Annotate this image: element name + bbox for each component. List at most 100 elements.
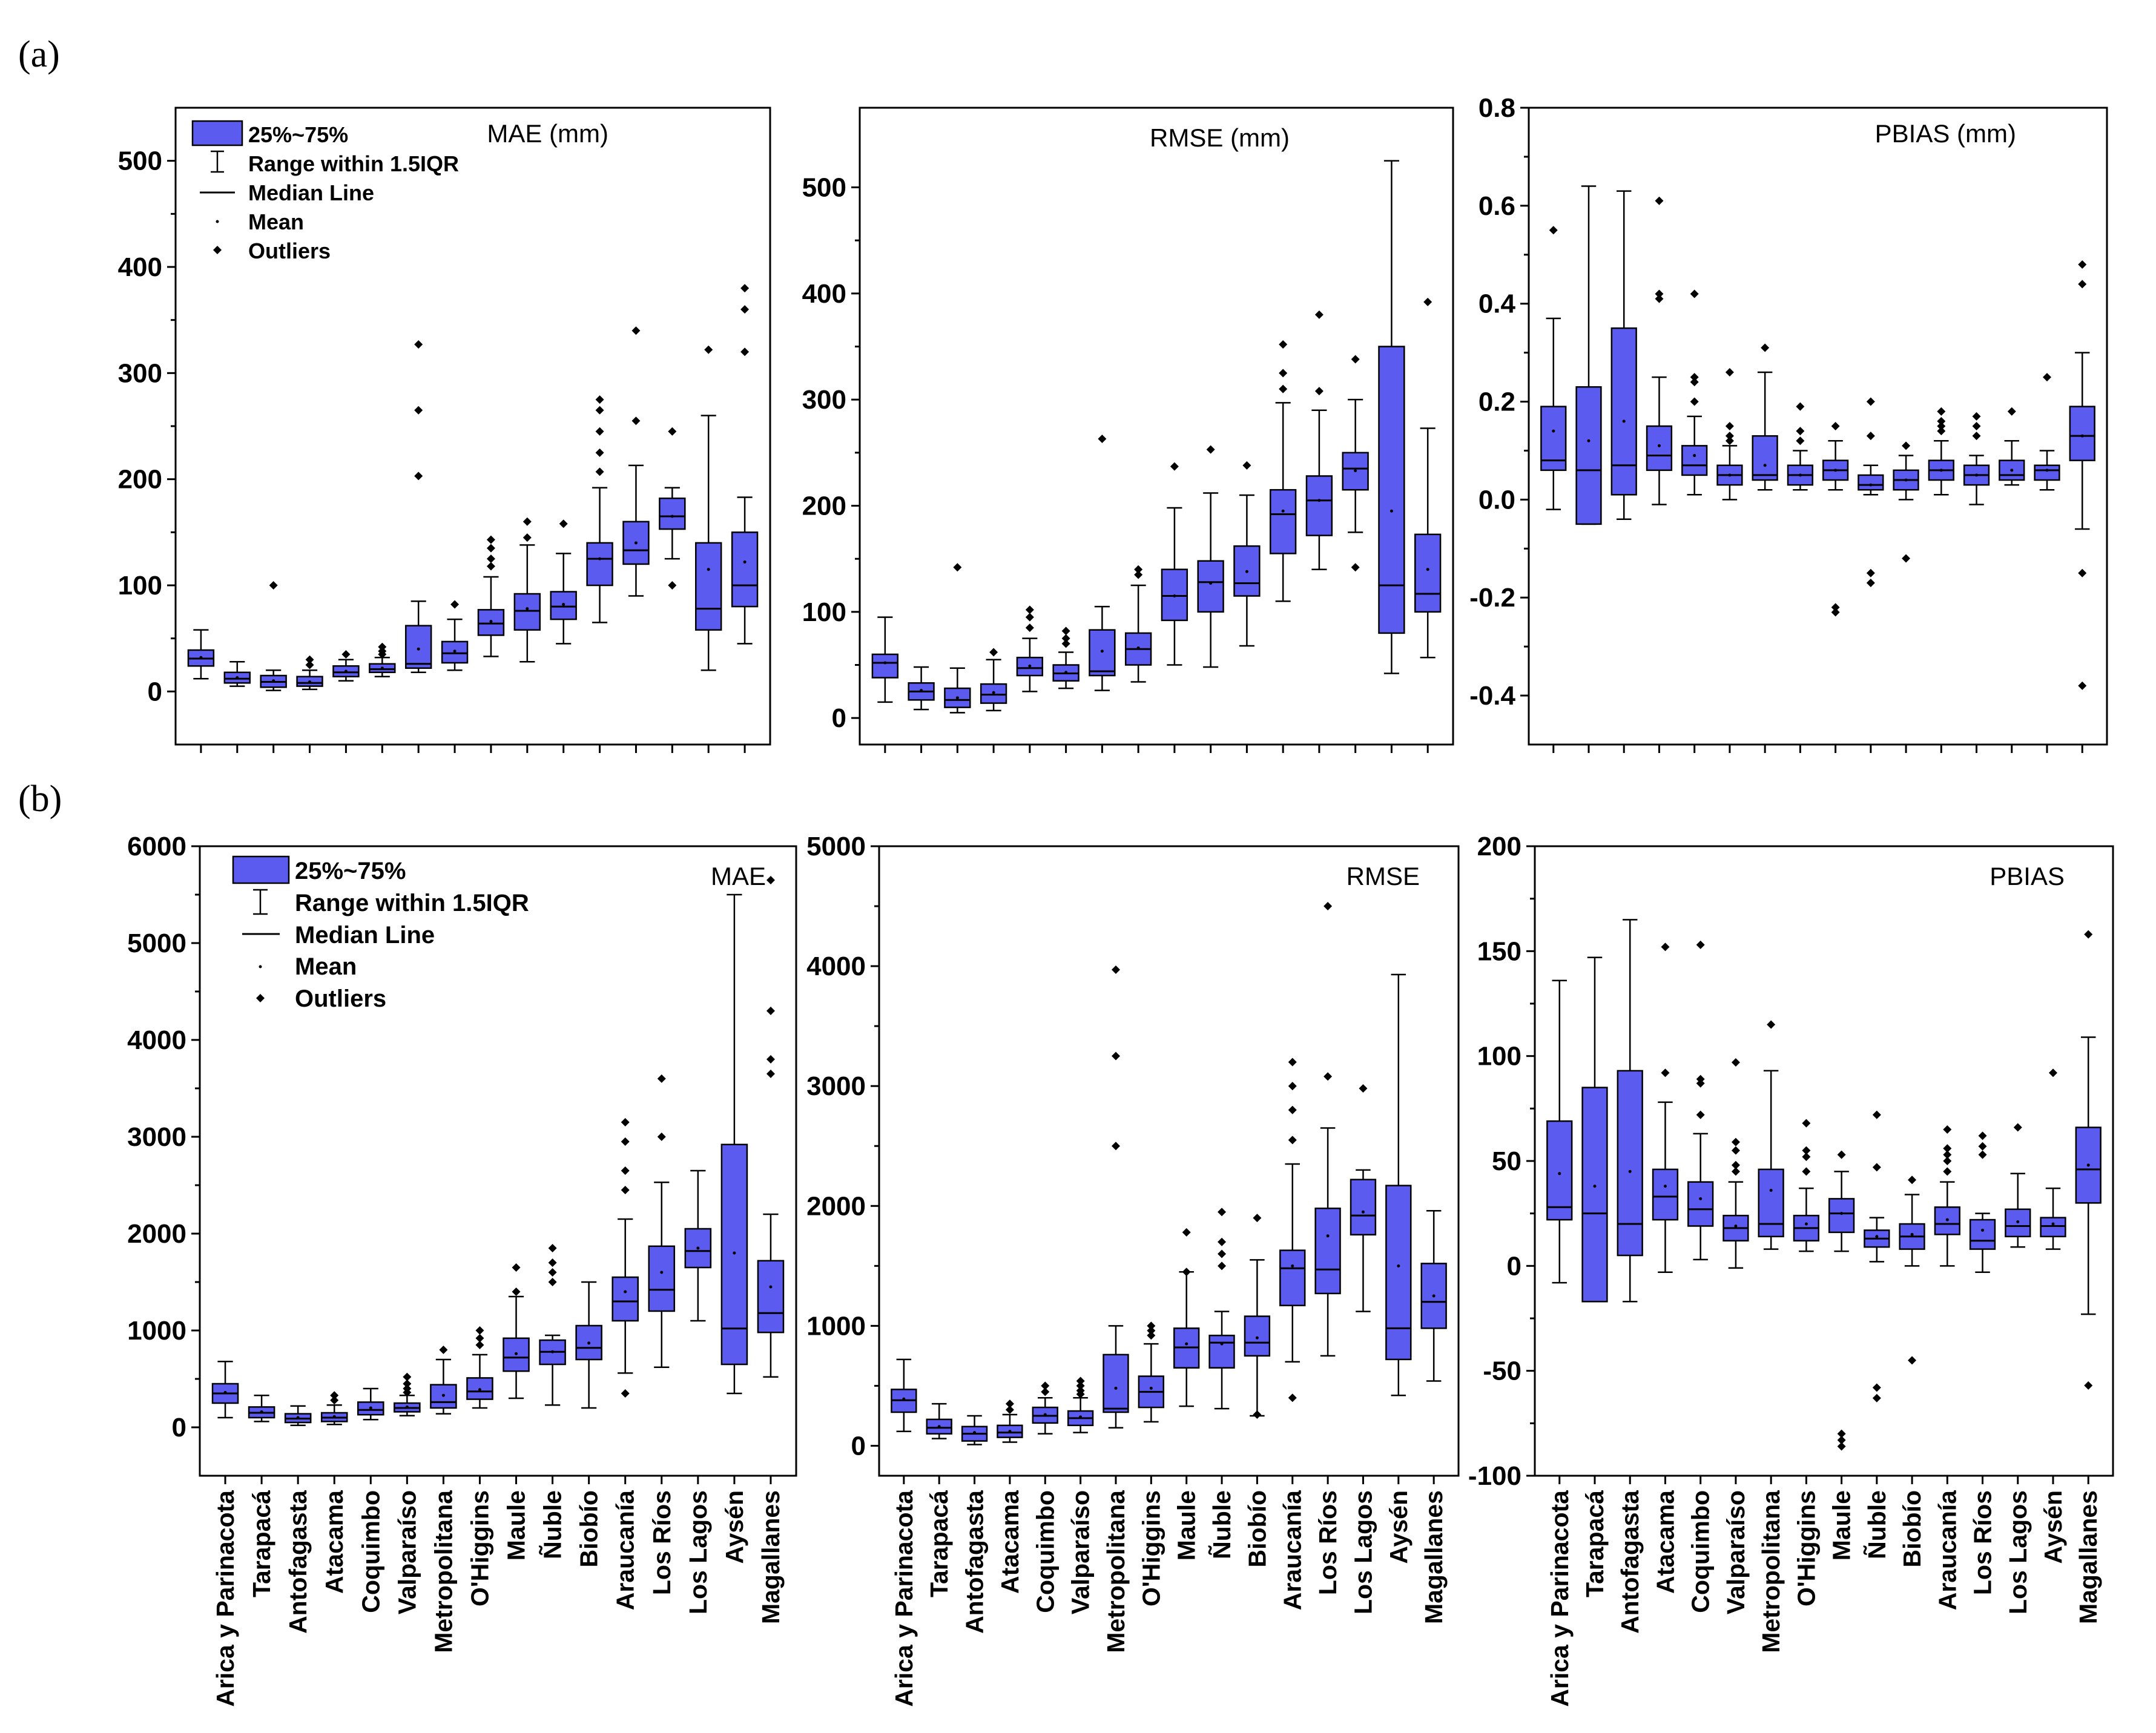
box-3 (944, 563, 971, 753)
mean-dot (1390, 509, 1393, 513)
outlier-point (1351, 355, 1360, 364)
category-label: Los Lagos (1349, 1490, 1377, 1614)
mean-dot (1426, 568, 1429, 571)
mean-dot (920, 689, 923, 692)
y-tick-label: 0.8 (1479, 93, 1515, 123)
outlier-point (595, 406, 604, 415)
outlier-point (1908, 1176, 1917, 1185)
outlier-point (1725, 367, 1734, 377)
category-label: Antofagasta (1616, 1490, 1644, 1634)
box-11 (1893, 441, 1919, 753)
outlier-point (2084, 1381, 2093, 1390)
mean-dot (1628, 1169, 1632, 1173)
outlier-point (1731, 1058, 1740, 1067)
category-label: Aysén (1385, 1490, 1413, 1564)
iqr-box (659, 497, 686, 530)
y-tick-label: 100 (1477, 1042, 1521, 1071)
outlier-point (989, 648, 998, 657)
outlier-point (2084, 930, 2093, 939)
outlier-point (1206, 445, 1215, 454)
category-label: Metropolitana (1757, 1490, 1785, 1653)
box-15: Aysén (2039, 1068, 2067, 1564)
iqr-box (1646, 425, 1673, 472)
y-tick-label: 3000 (127, 1122, 186, 1152)
y-tick-label: 5000 (127, 929, 186, 958)
mean-dot (2010, 469, 2014, 472)
mean-dot (1209, 581, 1213, 585)
outlier-point (1351, 563, 1360, 572)
y-tick-label: 1000 (806, 1311, 866, 1341)
box-13 (1305, 310, 1333, 753)
mean-dot (2080, 434, 2084, 438)
mean-dot (2086, 1163, 2090, 1167)
outlier-point (1025, 613, 1034, 622)
plot-b-rmse: RMSE 0 1000 2000 3000 4000 5000 Arica y Parinac… (806, 832, 1460, 1707)
box-6 (1052, 626, 1080, 753)
mean-dot (453, 649, 457, 653)
box-6: Valparaíso (1067, 1376, 1095, 1614)
outlier-point (953, 563, 962, 572)
mean-dot (526, 607, 529, 611)
mean-dot (1587, 439, 1591, 442)
outlier-point (1943, 1150, 1952, 1159)
outlier-point (1182, 1268, 1191, 1277)
outlier-point (1796, 436, 1805, 446)
box-13: Los Ríos (1969, 1131, 1997, 1595)
mean-dot (1064, 671, 1068, 674)
mean-dot (1173, 594, 1176, 598)
iqr-box (1350, 1179, 1377, 1236)
y-tick-label: 0 (832, 703, 846, 733)
outlier-point (740, 305, 750, 314)
y-tick-label: -0.2 (1469, 583, 1515, 613)
box-7: Metropolitana (1102, 965, 1130, 1653)
box-10 (513, 517, 541, 753)
y-tick-label: 200 (1477, 832, 1521, 861)
mean-dot (1904, 478, 1908, 482)
y-tick-label: 150 (1477, 936, 1521, 966)
y-tick-label: 1000 (127, 1316, 186, 1346)
category-label: Arica y Parinacota (1546, 1490, 1574, 1707)
outlier-point (1279, 369, 1288, 378)
mean-dot (199, 656, 203, 659)
plot-a-rmse: RMSE (mm) 0 100 200 300 400 500 (802, 107, 1454, 753)
iqr-box (1244, 1315, 1271, 1357)
legend-b: 25%~75% Range within 1.5IQR Median Line … (232, 855, 529, 1012)
outlier-point (1937, 407, 1946, 416)
y-tick-label: 0.4 (1479, 289, 1516, 319)
iqr-box (2040, 1217, 2066, 1238)
outlier-point (1359, 1084, 1368, 1093)
outlier-point (1111, 1142, 1120, 1151)
plot-frame (859, 107, 1454, 746)
box-12: Araucanía (612, 1118, 639, 1610)
outlier-point (595, 395, 604, 404)
outlier-point (1978, 1150, 1987, 1159)
outlier-point (475, 1333, 484, 1343)
outlier-point (1218, 1237, 1227, 1246)
iqr-box (757, 1260, 785, 1333)
outlier-point (1147, 1321, 1156, 1330)
category-label: Antofagasta (961, 1490, 989, 1634)
y-tick-label: -0.4 (1469, 681, 1515, 711)
outlier-point (1111, 965, 1120, 975)
box-14: Los Lagos (1349, 1084, 1377, 1614)
box-13: Los Ríos (1314, 902, 1342, 1595)
box-2: Tarapacá (248, 1394, 275, 1597)
outlier-point (1943, 1167, 1952, 1176)
outlier-point (595, 448, 604, 457)
iqr-box (1752, 435, 1778, 481)
outlier-point (1111, 1051, 1120, 1061)
iqr-box (1414, 533, 1442, 613)
box-8 (441, 600, 469, 753)
box-1 (187, 629, 215, 753)
outlier-point (1866, 578, 1875, 587)
box-10 (1197, 445, 1224, 753)
outlier-point (1943, 1144, 1952, 1153)
mean-dot (236, 676, 239, 680)
mean-dot (405, 1405, 409, 1409)
mean-dot (1804, 1222, 1808, 1226)
category-label: O'Higgins (1137, 1490, 1165, 1606)
y-tick-label: 0.2 (1479, 387, 1515, 417)
box-2 (908, 666, 935, 753)
box-5 (332, 649, 360, 753)
box-2 (1575, 185, 1602, 753)
